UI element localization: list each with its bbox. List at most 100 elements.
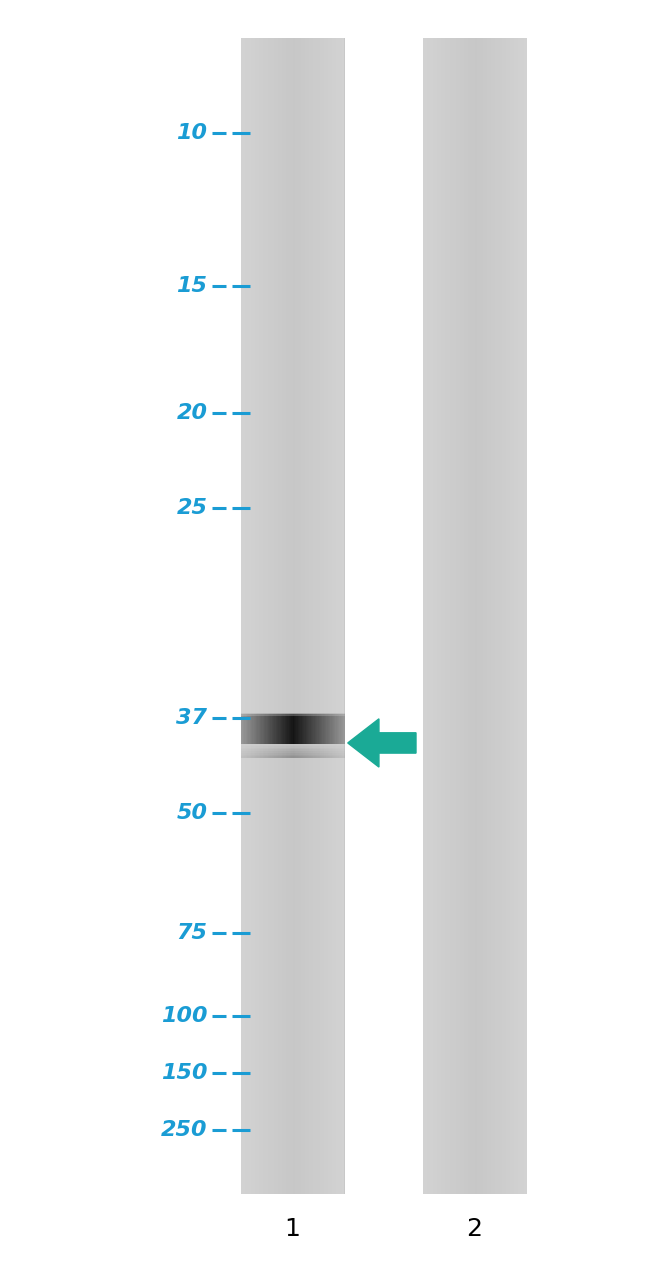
- Bar: [283, 715, 285, 716]
- Bar: [246, 715, 247, 716]
- Bar: [264, 714, 265, 715]
- Bar: [249, 38, 251, 1194]
- Bar: [324, 752, 325, 753]
- Bar: [260, 745, 261, 748]
- Bar: [242, 712, 243, 715]
- Bar: [334, 714, 335, 715]
- Bar: [247, 752, 248, 753]
- Bar: [270, 749, 272, 752]
- Bar: [296, 749, 298, 752]
- Bar: [332, 754, 333, 757]
- Text: 150: 150: [161, 1063, 207, 1083]
- Bar: [247, 714, 248, 715]
- Bar: [337, 714, 338, 715]
- Bar: [322, 757, 324, 758]
- Bar: [302, 752, 303, 753]
- Bar: [308, 752, 309, 753]
- Bar: [311, 745, 312, 748]
- Bar: [256, 753, 257, 754]
- Bar: [311, 38, 313, 1194]
- Bar: [326, 714, 328, 715]
- Bar: [339, 716, 341, 744]
- Bar: [292, 748, 294, 749]
- Bar: [248, 757, 250, 758]
- Bar: [337, 757, 338, 758]
- Bar: [307, 757, 308, 758]
- Bar: [337, 715, 338, 716]
- Bar: [333, 752, 334, 753]
- Bar: [325, 748, 326, 749]
- Text: 100: 100: [161, 1006, 207, 1026]
- Bar: [304, 754, 306, 757]
- Bar: [304, 745, 306, 748]
- Bar: [315, 745, 316, 748]
- Bar: [263, 754, 264, 757]
- Bar: [329, 753, 330, 754]
- Bar: [458, 38, 460, 1194]
- Bar: [332, 714, 333, 715]
- Bar: [339, 714, 341, 716]
- Bar: [263, 38, 265, 1194]
- Bar: [253, 38, 255, 1194]
- Bar: [322, 714, 324, 715]
- Bar: [338, 716, 339, 744]
- Bar: [324, 754, 325, 757]
- Bar: [252, 714, 254, 716]
- Bar: [250, 748, 251, 749]
- Bar: [307, 715, 308, 716]
- Bar: [242, 757, 243, 758]
- Bar: [244, 745, 246, 748]
- Bar: [268, 712, 269, 715]
- Bar: [339, 753, 341, 754]
- Bar: [313, 714, 315, 716]
- Bar: [452, 38, 454, 1194]
- Bar: [256, 714, 257, 716]
- Bar: [274, 38, 276, 1194]
- Bar: [307, 716, 308, 744]
- Bar: [272, 754, 273, 757]
- Bar: [257, 754, 259, 757]
- Bar: [270, 714, 272, 715]
- Bar: [280, 714, 281, 715]
- Bar: [298, 714, 299, 715]
- Bar: [324, 748, 325, 749]
- Bar: [338, 749, 339, 752]
- Bar: [286, 714, 287, 716]
- Bar: [304, 714, 306, 715]
- Bar: [326, 714, 328, 716]
- Bar: [341, 748, 342, 749]
- Bar: [277, 714, 278, 715]
- Bar: [263, 749, 264, 752]
- Bar: [244, 714, 246, 715]
- Bar: [247, 748, 248, 749]
- Bar: [309, 714, 311, 715]
- Bar: [308, 753, 309, 754]
- Bar: [318, 716, 320, 744]
- Bar: [320, 714, 321, 716]
- Bar: [330, 752, 332, 753]
- Bar: [300, 712, 302, 715]
- Bar: [326, 757, 328, 758]
- Bar: [311, 757, 312, 758]
- Bar: [254, 714, 255, 715]
- Bar: [324, 716, 325, 744]
- Bar: [294, 38, 296, 1194]
- Bar: [252, 715, 254, 716]
- Bar: [296, 714, 298, 715]
- Bar: [318, 714, 320, 715]
- Bar: [250, 752, 251, 753]
- Bar: [338, 715, 339, 716]
- Bar: [266, 744, 268, 745]
- Bar: [316, 714, 317, 715]
- Bar: [329, 714, 330, 716]
- Bar: [335, 716, 337, 744]
- Bar: [328, 714, 329, 715]
- Bar: [308, 714, 309, 715]
- Bar: [242, 714, 243, 715]
- Bar: [295, 753, 296, 754]
- Bar: [287, 714, 289, 716]
- Bar: [299, 749, 300, 752]
- Bar: [294, 714, 295, 715]
- Bar: [274, 712, 276, 715]
- Bar: [316, 749, 317, 752]
